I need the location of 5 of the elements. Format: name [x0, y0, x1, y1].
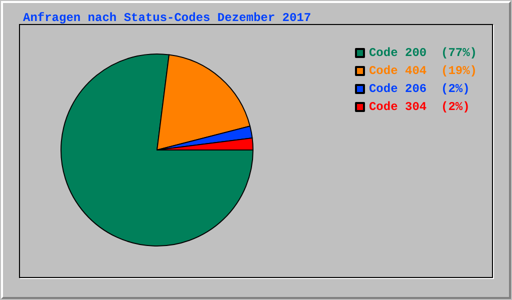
legend-label: Code 404 (19%) — [368, 64, 478, 78]
legend-label: Code 206 (2%) — [368, 82, 470, 96]
chart-title: Anfragen nach Status-Codes Dezember 2017 — [23, 11, 312, 25]
legend-label: Code 200 (77%) — [368, 46, 478, 60]
legend-label: Code 304 (2%) — [368, 100, 470, 114]
